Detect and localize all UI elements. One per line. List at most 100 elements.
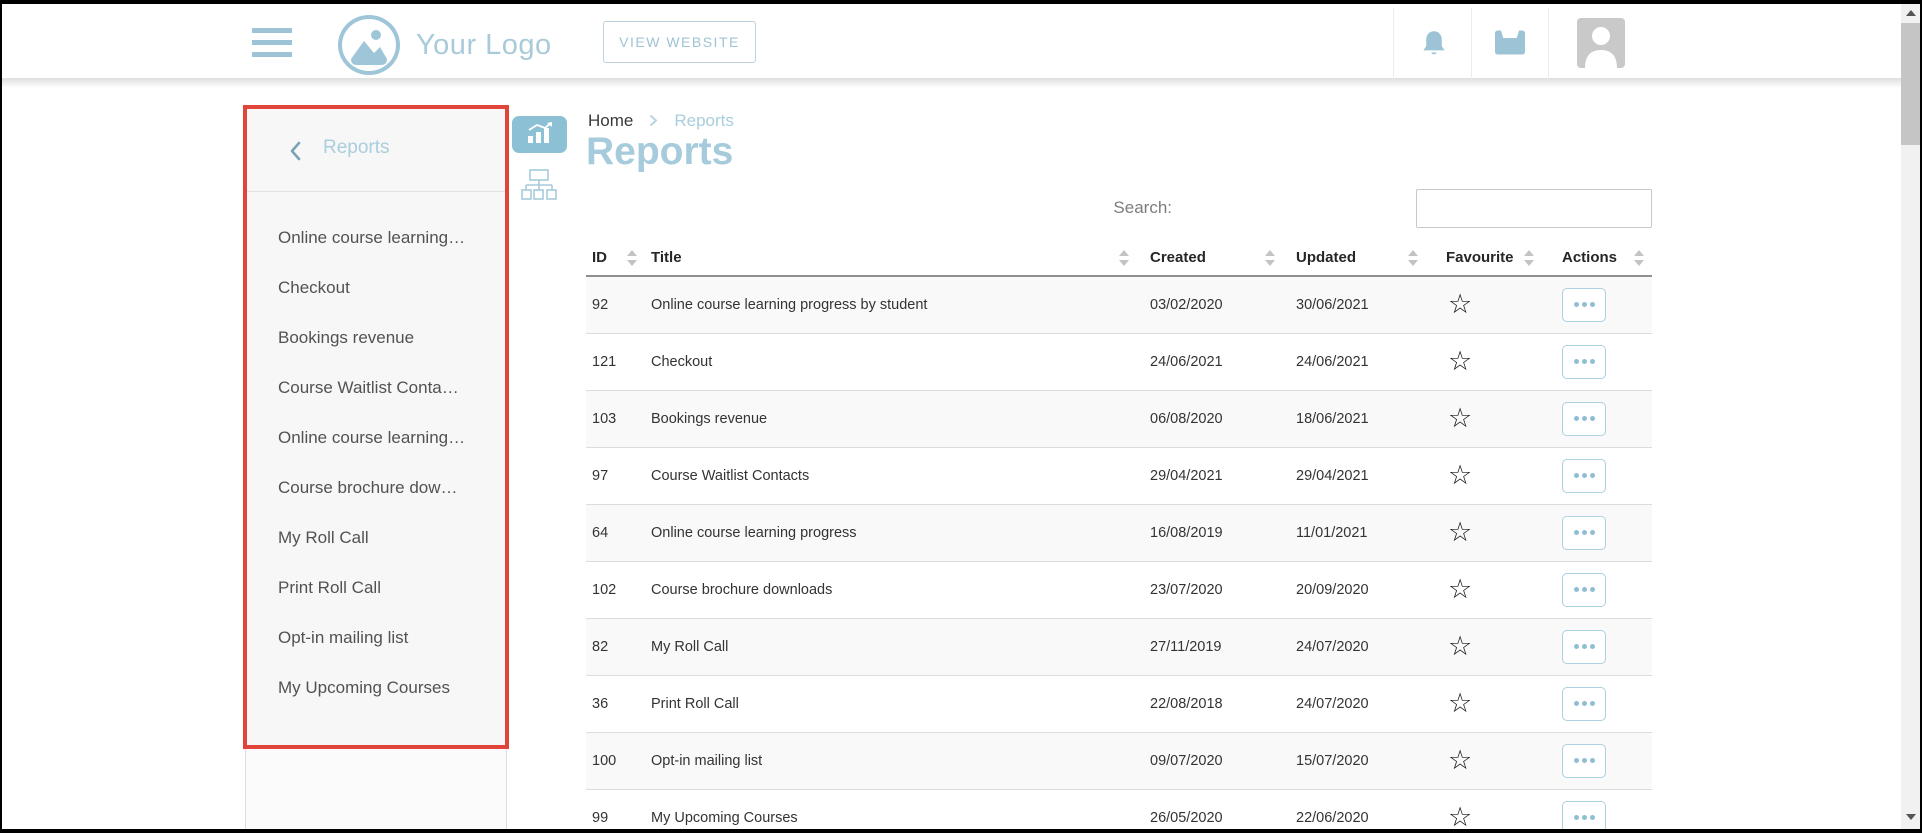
report-id: 99: [586, 789, 645, 829]
column-label: Created: [1150, 249, 1206, 266]
report-updated: 24/07/2020: [1283, 675, 1426, 732]
row-actions-button[interactable]: [1562, 459, 1606, 493]
column-header-actions[interactable]: Actions: [1542, 240, 1652, 276]
report-title: Course brochure downloads: [645, 561, 1137, 618]
header-divider: [1471, 8, 1472, 82]
report-updated: 18/06/2021: [1283, 390, 1426, 447]
row-actions-button[interactable]: [1562, 687, 1606, 721]
column-label: Updated: [1296, 249, 1356, 266]
frame-border: [0, 0, 1922, 4]
scroll-down-button[interactable]: [1901, 808, 1920, 825]
sidebar-item-report[interactable]: Bookings revenue: [247, 313, 505, 363]
chevron-right-icon: [649, 112, 658, 132]
column-header-created[interactable]: Created: [1137, 240, 1283, 276]
column-header-id[interactable]: ID: [586, 240, 645, 276]
breadcrumb: Home Reports: [588, 110, 734, 132]
sidebar-item-report[interactable]: Course brochure dow…: [247, 463, 505, 513]
reports-chart-tab[interactable]: [512, 116, 567, 153]
row-actions-button[interactable]: [1562, 345, 1606, 379]
frame-border: [0, 0, 2, 833]
search-input[interactable]: [1416, 189, 1652, 228]
menu-hamburger-icon[interactable]: [252, 28, 292, 58]
favourite-star-icon[interactable]: ☆: [1448, 804, 1472, 829]
row-actions-button[interactable]: [1562, 402, 1606, 436]
scroll-up-button[interactable]: [1901, 4, 1920, 21]
column-header-title[interactable]: Title: [645, 240, 1137, 276]
sidebar-item-report[interactable]: Course Waitlist Conta…: [247, 363, 505, 413]
sidebar-header[interactable]: Reports: [247, 109, 505, 191]
sidebar-item-report[interactable]: Online course learning…: [247, 213, 505, 263]
report-created: 23/07/2020: [1137, 561, 1283, 618]
favourite-star-icon[interactable]: ☆: [1448, 291, 1472, 318]
sitemap-tab[interactable]: [521, 168, 557, 202]
report-created: 24/06/2021: [1137, 333, 1283, 390]
report-created: 03/02/2020: [1137, 276, 1283, 333]
row-actions-button[interactable]: [1562, 801, 1606, 830]
table-row: 82 My Roll Call 27/11/2019 24/07/2020 ☆: [586, 618, 1652, 675]
report-title: Opt-in mailing list: [645, 732, 1137, 789]
report-id: 100: [586, 732, 645, 789]
favourite-star-icon[interactable]: ☆: [1448, 519, 1472, 546]
search-bar: Search:: [586, 189, 1652, 228]
report-id: 121: [586, 333, 645, 390]
table-row: 92 Online course learning progress by st…: [586, 276, 1652, 333]
table-row: 36 Print Roll Call 22/08/2018 24/07/2020…: [586, 675, 1652, 732]
report-created: 26/05/2020: [1137, 789, 1283, 829]
vertical-scrollbar[interactable]: [1901, 4, 1920, 829]
notifications-button[interactable]: [1414, 26, 1454, 64]
sidebar-item-report[interactable]: Print Roll Call: [247, 563, 505, 613]
report-title: My Upcoming Courses: [645, 789, 1137, 829]
sidebar-item-report[interactable]: Online course learning…: [247, 413, 505, 463]
favourite-star-icon[interactable]: ☆: [1448, 576, 1472, 603]
row-actions-button[interactable]: [1562, 573, 1606, 607]
report-updated: 29/04/2021: [1283, 447, 1426, 504]
favourite-star-icon[interactable]: ☆: [1448, 405, 1472, 432]
favourite-star-icon[interactable]: ☆: [1448, 747, 1472, 774]
sort-icon: [1119, 250, 1129, 266]
logo[interactable]: Your Logo: [338, 15, 552, 75]
breadcrumb-home-link[interactable]: Home: [588, 111, 633, 131]
favourite-star-icon[interactable]: ☆: [1448, 348, 1472, 375]
report-created: 27/11/2019: [1137, 618, 1283, 675]
scrollbar-thumb[interactable]: [1901, 23, 1920, 145]
report-title: Online course learning progress by stude…: [645, 276, 1137, 333]
sidebar-item-report[interactable]: Checkout: [247, 263, 505, 313]
page-title: Reports: [586, 130, 733, 174]
sidebar-extension: [245, 749, 507, 829]
report-title: Checkout: [645, 333, 1137, 390]
column-header-updated[interactable]: Updated: [1283, 240, 1426, 276]
report-title: Course Waitlist Contacts: [645, 447, 1137, 504]
row-actions-button[interactable]: [1562, 288, 1606, 322]
view-website-button[interactable]: VIEW WEBSITE: [603, 21, 756, 63]
row-actions-button[interactable]: [1562, 744, 1606, 778]
sitemap-icon: [521, 190, 557, 205]
inbox-tray-icon: [1492, 49, 1528, 64]
report-id: 97: [586, 447, 645, 504]
inbox-button[interactable]: [1490, 26, 1530, 64]
report-id: 102: [586, 561, 645, 618]
table-row: 103 Bookings revenue 06/08/2020 18/06/20…: [586, 390, 1652, 447]
bar-chart-icon: [525, 121, 555, 148]
report-id: 92: [586, 276, 645, 333]
report-updated: 24/07/2020: [1283, 618, 1426, 675]
row-actions-button[interactable]: [1562, 516, 1606, 550]
sort-icon: [627, 250, 637, 266]
favourite-star-icon[interactable]: ☆: [1448, 690, 1472, 717]
sidebar-item-report[interactable]: My Upcoming Courses: [247, 663, 505, 713]
sort-icon: [1634, 250, 1644, 266]
user-avatar[interactable]: [1577, 18, 1625, 68]
favourite-star-icon[interactable]: ☆: [1448, 633, 1472, 660]
report-id: 64: [586, 504, 645, 561]
logo-text: Your Logo: [416, 29, 552, 62]
sidebar-item-report[interactable]: Opt-in mailing list: [247, 613, 505, 663]
row-actions-button[interactable]: [1562, 630, 1606, 664]
breadcrumb-current: Reports: [674, 111, 734, 131]
sidebar-item-report[interactable]: My Roll Call: [247, 513, 505, 563]
favourite-star-icon[interactable]: ☆: [1448, 462, 1472, 489]
header-divider: [1548, 8, 1549, 82]
column-header-favourite[interactable]: Favourite: [1426, 240, 1542, 276]
report-title: Online course learning progress: [645, 504, 1137, 561]
search-label: Search:: [1113, 198, 1172, 218]
report-created: 16/08/2019: [1137, 504, 1283, 561]
sidebar-title: Reports: [323, 137, 390, 159]
